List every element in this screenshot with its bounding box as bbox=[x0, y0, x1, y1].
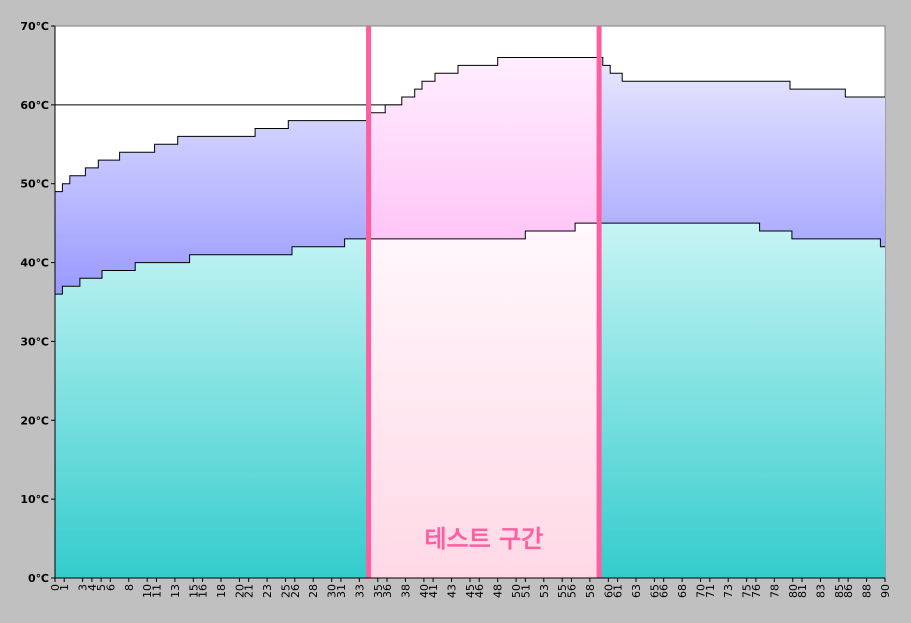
x-tick-label: 8 bbox=[123, 584, 136, 591]
x-tick-label: 48 bbox=[492, 584, 505, 598]
x-tick-label: 88 bbox=[861, 584, 874, 598]
x-tick-label: 25 bbox=[280, 584, 293, 598]
x-tick-label: 70 bbox=[695, 584, 708, 598]
x-tick-label: 56 bbox=[565, 584, 578, 598]
x-tick-label: 45 bbox=[464, 584, 477, 598]
x-tick-label: 13 bbox=[169, 584, 182, 598]
x-tick-label: 51 bbox=[519, 584, 532, 598]
x-tick-label: 31 bbox=[335, 584, 348, 598]
x-tick-label: 5 bbox=[95, 584, 108, 591]
x-tick-label: 16 bbox=[197, 584, 210, 598]
x-tick-label: 65 bbox=[648, 584, 661, 598]
x-tick-label: 40 bbox=[418, 584, 431, 598]
x-tick-label: 61 bbox=[612, 584, 625, 598]
x-tick-label: 58 bbox=[584, 584, 597, 598]
x-tick-label: 23 bbox=[261, 584, 274, 598]
step-line bbox=[55, 57, 885, 193]
x-tick-label: 85 bbox=[833, 584, 846, 598]
x-tick-label: 30 bbox=[326, 584, 339, 598]
highlight-fill bbox=[368, 57, 600, 578]
x-tick-label: 83 bbox=[814, 584, 827, 598]
x-tick-label: 76 bbox=[750, 584, 763, 598]
x-tick-label: 26 bbox=[289, 584, 302, 598]
x-tick-label: 43 bbox=[446, 584, 459, 598]
x-tick-label: 46 bbox=[473, 584, 486, 598]
x-tick-label: 18 bbox=[215, 584, 228, 598]
highlight-label: 테스트 구간 bbox=[424, 525, 543, 553]
x-tick-label: 38 bbox=[399, 584, 412, 598]
x-tick-label: 86 bbox=[842, 584, 855, 598]
x-tick-label: 33 bbox=[353, 584, 366, 598]
x-tick-label: 80 bbox=[787, 584, 800, 598]
x-tick-label: 35 bbox=[372, 584, 385, 598]
y-tick-label: 10℃ bbox=[20, 493, 49, 506]
x-tick-label: 10 bbox=[141, 584, 154, 598]
y-tick-label: 50℃ bbox=[20, 178, 49, 191]
x-tick-label: 73 bbox=[722, 584, 735, 598]
y-tick-label: 0℃ bbox=[28, 572, 49, 585]
x-tick-label: 0 bbox=[49, 584, 62, 591]
x-tick-label: 55 bbox=[556, 584, 569, 598]
highlight-lower bbox=[368, 223, 600, 578]
x-tick-label: 4 bbox=[86, 584, 99, 591]
x-tick-label: 6 bbox=[104, 584, 117, 591]
x-tick-label: 53 bbox=[538, 584, 551, 598]
x-tick-label: 81 bbox=[796, 584, 809, 598]
x-tick-label: 36 bbox=[381, 584, 394, 598]
x-tick-label: 66 bbox=[658, 584, 671, 598]
y-tick-label: 70℃ bbox=[20, 20, 49, 33]
highlight-band bbox=[368, 57, 600, 239]
x-tick-label: 78 bbox=[768, 584, 781, 598]
x-tick-label: 1 bbox=[58, 584, 71, 591]
step-line bbox=[55, 222, 885, 295]
x-tick-label: 75 bbox=[741, 584, 754, 598]
x-tick-label: 68 bbox=[676, 584, 689, 598]
x-tick-label: 21 bbox=[243, 584, 256, 598]
x-tick-label: 20 bbox=[233, 584, 246, 598]
x-tick-label: 71 bbox=[704, 584, 717, 598]
y-tick-label: 30℃ bbox=[20, 335, 49, 348]
y-tick-label: 20℃ bbox=[20, 414, 49, 427]
y-tick-label: 40℃ bbox=[20, 257, 49, 270]
x-tick-label: 28 bbox=[307, 584, 320, 598]
x-tick-label: 50 bbox=[510, 584, 523, 598]
x-tick-label: 63 bbox=[630, 584, 643, 598]
x-tick-label: 60 bbox=[602, 584, 615, 598]
x-tick-label: 90 bbox=[879, 584, 892, 598]
y-tick-label: 60℃ bbox=[20, 99, 49, 112]
x-tick-label: 3 bbox=[77, 584, 90, 591]
x-tick-label: 11 bbox=[150, 584, 163, 598]
x-tick-label: 41 bbox=[427, 584, 440, 598]
x-tick-label: 15 bbox=[187, 584, 200, 598]
